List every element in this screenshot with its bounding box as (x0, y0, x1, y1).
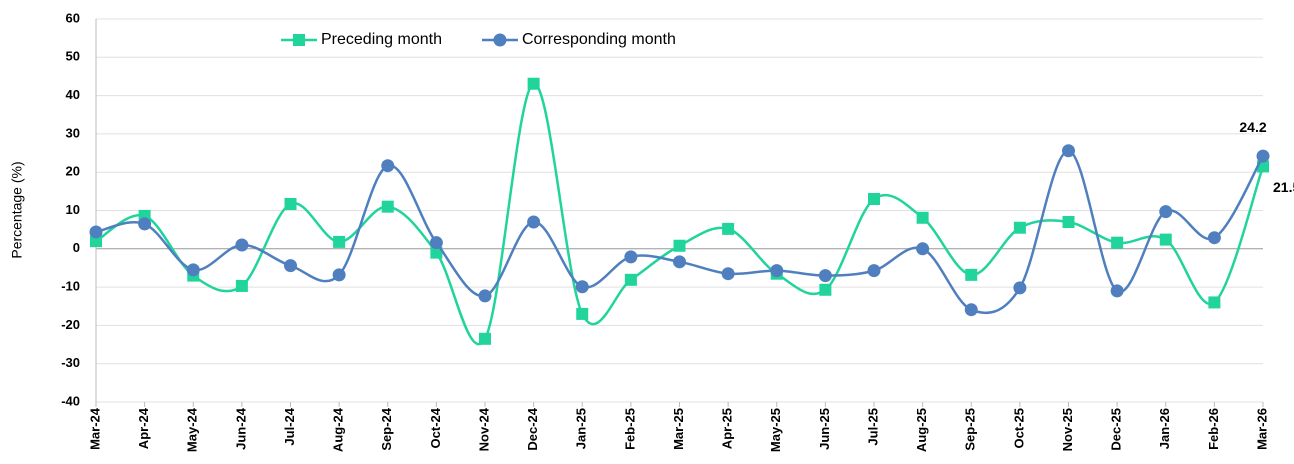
y-tick-label: 40 (66, 87, 80, 102)
x-tick-label: Feb-25 (622, 408, 637, 450)
data-point (1062, 144, 1075, 158)
data-label: 24.2 (1239, 119, 1266, 135)
y-tick-label: -40 (61, 393, 80, 408)
data-point (819, 283, 832, 296)
data-point (722, 222, 735, 235)
data-point (478, 289, 492, 303)
x-tick-label: Mar-24 (87, 407, 102, 450)
y-tick-label: 10 (66, 202, 80, 217)
x-tick-label: Dec-25 (1109, 408, 1124, 451)
data-point (867, 264, 881, 278)
data-point (868, 193, 880, 206)
data-point (186, 263, 200, 277)
x-tick-label: Jun-25 (817, 408, 832, 450)
x-tick-label: Mar-25 (671, 408, 686, 450)
data-point (770, 264, 784, 278)
y-tick-label: 20 (66, 164, 80, 179)
data-point (1110, 284, 1124, 298)
y-tick-label: 60 (66, 10, 80, 25)
data-point (235, 279, 248, 292)
data-point (1062, 215, 1075, 228)
y-tick-label: 0 (73, 240, 80, 255)
data-point (1256, 149, 1270, 163)
data-point (1013, 221, 1026, 234)
x-tick-label: May-24 (185, 407, 200, 452)
y-axis-label: Percentage (%) (9, 161, 25, 258)
x-tick-label: Sep-25 (963, 408, 978, 451)
data-point (381, 159, 395, 173)
data-point (965, 268, 978, 281)
data-point (1013, 281, 1027, 295)
data-point (916, 242, 930, 256)
legend-marker (293, 34, 305, 46)
x-tick-label: Jul-24 (282, 407, 297, 445)
data-point (721, 267, 735, 281)
data-point (235, 238, 249, 252)
legend-label: Corresponding month (522, 31, 676, 48)
data-point (332, 268, 346, 282)
x-tick-label: Sep-24 (379, 407, 394, 450)
data-point (527, 215, 541, 229)
x-tick-label: Jul-25 (865, 408, 880, 446)
x-tick-label: Apr-25 (720, 408, 735, 449)
data-point (818, 269, 832, 283)
data-point (430, 246, 443, 259)
legend-marker (493, 33, 507, 47)
series-line (95, 82, 1265, 346)
y-tick-label: 30 (66, 125, 80, 140)
x-tick-label: Aug-24 (331, 407, 346, 452)
data-point (90, 235, 102, 248)
data-point (576, 307, 589, 320)
data-point (429, 236, 443, 250)
x-tick-label: May-25 (768, 408, 783, 452)
x-tick-label: Aug-25 (914, 408, 929, 452)
data-point (624, 273, 637, 286)
data-point (624, 250, 638, 264)
x-tick-label: Oct-24 (428, 407, 443, 448)
data-point (575, 280, 589, 294)
data-point (479, 332, 491, 345)
data-point (1111, 236, 1124, 249)
y-tick-label: 50 (66, 49, 80, 64)
y-tick-label: -30 (61, 355, 80, 370)
data-point (1207, 231, 1221, 245)
data-point (1159, 205, 1173, 219)
data-label: 21.5 (1273, 179, 1294, 195)
data-point (527, 77, 540, 90)
data-point (964, 303, 978, 317)
x-tick-label: Jun-24 (233, 407, 248, 450)
x-tick-label: Jan-26 (1157, 408, 1172, 449)
data-point (1208, 296, 1221, 309)
data-point (1159, 233, 1172, 246)
data-point (916, 211, 929, 224)
x-tick-label: Oct-25 (1011, 408, 1026, 448)
x-tick-label: Dec-24 (525, 407, 540, 450)
data-point (333, 235, 346, 248)
data-point (673, 239, 686, 252)
x-tick-label: Nov-24 (476, 407, 491, 451)
data-point (284, 259, 297, 273)
x-tick-label: Feb-26 (1206, 408, 1221, 450)
legend-label: Preceding month (321, 31, 442, 48)
data-point (284, 197, 297, 210)
data-point (138, 217, 152, 231)
y-tick-label: -20 (61, 317, 80, 332)
data-point (673, 255, 686, 269)
x-tick-label: Mar-26 (1254, 408, 1269, 450)
y-tick-label: -10 (61, 279, 80, 294)
x-tick-label: Apr-24 (136, 407, 151, 449)
x-tick-label: Nov-25 (1060, 408, 1075, 451)
x-tick-label: Jan-25 (574, 408, 589, 449)
data-point (381, 200, 394, 213)
data-point (89, 225, 103, 239)
